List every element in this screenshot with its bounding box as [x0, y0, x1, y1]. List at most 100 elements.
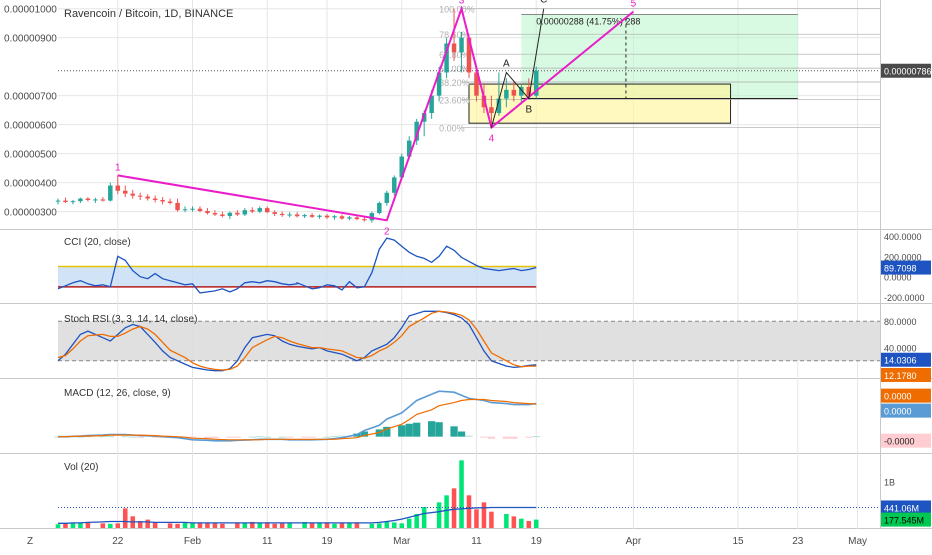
candle — [309, 213, 315, 218]
candle — [63, 197, 68, 203]
candle — [100, 197, 106, 202]
candle — [85, 197, 91, 202]
y-axis-label: 0.00000900 — [4, 34, 57, 45]
target-label: 0.00000288 (41.75%) 288 — [536, 16, 640, 26]
candle — [115, 175, 121, 195]
volume-ma-line — [58, 506, 537, 524]
candle — [332, 215, 337, 220]
macd-hist-bar — [188, 436, 197, 439]
stoch-d-tag: 12.1780 — [881, 367, 931, 382]
candle — [145, 194, 150, 201]
volume-bar — [421, 507, 427, 528]
macd-hist-bar — [413, 422, 421, 437]
volume-bar — [504, 514, 509, 528]
x-axis-label: Feb — [184, 536, 202, 547]
macd-hist-bar — [248, 436, 256, 438]
volume-bar — [302, 521, 307, 528]
candle — [264, 206, 270, 214]
candle-body — [436, 72, 442, 96]
candle-body — [160, 200, 165, 202]
x-axis-label: 23 — [792, 536, 804, 547]
y-axis-label: 0.00000400 — [4, 179, 57, 190]
macd-value-tag: 0.0000 — [881, 388, 931, 403]
volume-bar — [257, 523, 263, 528]
macd-value-tag-text: 0.0000 — [884, 392, 912, 402]
cci-value-tag: 89.7098 — [881, 260, 931, 275]
candle-body — [63, 200, 68, 203]
candle-body — [250, 210, 255, 212]
volume-pane[interactable] — [55, 460, 880, 528]
macd-hist-bar — [121, 436, 129, 438]
macd-hist-bar — [233, 436, 241, 438]
candle — [137, 192, 143, 201]
volume-bar — [85, 522, 91, 528]
macd-pane[interactable] — [54, 390, 540, 442]
candle — [257, 206, 263, 214]
candle-body — [182, 209, 188, 211]
cci-pane[interactable] — [57, 237, 537, 294]
candle-body — [55, 200, 61, 202]
abc-label: B — [525, 105, 532, 116]
volume-bar — [220, 523, 225, 528]
x-axis-label: 19 — [321, 536, 333, 547]
candle-body — [108, 185, 113, 201]
volume-bar — [122, 508, 128, 528]
volume-label: Vol (20) — [64, 462, 98, 473]
candle-body — [511, 89, 517, 96]
candle — [444, 37, 449, 79]
macd-hist-bar — [330, 436, 339, 438]
macd-label: MACD (12, 26, close, 9) — [64, 388, 171, 399]
candle-body — [526, 86, 532, 96]
timezone-label[interactable]: Z — [27, 536, 33, 547]
volume-last-tag-text: 177.545M — [884, 516, 924, 526]
macd-hist-bar — [263, 436, 271, 438]
macd-hist-bar — [151, 436, 159, 438]
cci-line — [57, 237, 537, 294]
candle-body — [414, 121, 419, 141]
x-axis-label: 15 — [732, 536, 744, 547]
macd-hist-bar — [502, 436, 511, 439]
volume-bar — [459, 460, 464, 528]
volume-bar — [145, 519, 150, 528]
pane-labels: Ravencoin / Bitcoin, 1D, BINANCE CCI (20… — [64, 8, 233, 473]
volume-bar — [78, 522, 83, 528]
y-axis-label: 0.00000700 — [4, 92, 57, 103]
wave-zigzag-line[interactable] — [117, 5, 635, 222]
volume-bar — [519, 518, 524, 528]
candle-body — [451, 43, 457, 53]
abc-line[interactable] — [490, 8, 545, 128]
wave-label: 3 — [459, 0, 465, 7]
volume-bar — [279, 523, 285, 528]
candle-body — [406, 140, 412, 157]
macd-hist-bar — [308, 436, 316, 438]
volume-axis-label: 1B — [884, 477, 895, 487]
candle — [511, 81, 517, 102]
candle-body — [489, 107, 494, 114]
macd-hist-bar — [360, 431, 369, 437]
current-price-tag: 0.00000786 — [881, 63, 932, 78]
axes: 22 Feb 11 19 Mar 11 19 Apr 15 23 May Z 0.00001000 0.0… — [4, 5, 932, 547]
candle-body — [444, 43, 449, 73]
x-axis-label: 19 — [531, 536, 543, 547]
x-axis-label: 11 — [471, 536, 482, 547]
macd-hist-bar — [129, 436, 137, 438]
volume-bar — [175, 523, 180, 528]
volume-bar — [205, 522, 210, 528]
candle — [504, 78, 509, 108]
volume-bar — [392, 522, 397, 528]
main-pane[interactable]: 0.00000288 (41.75%) 288100.00%78.60%61.8… — [55, 0, 880, 237]
candle — [272, 210, 277, 216]
x-axis-label: Apr — [626, 536, 642, 547]
volume-bar — [190, 523, 195, 528]
stoch-d-line — [57, 310, 537, 371]
fib-label: 23.60% — [439, 95, 470, 105]
candle-body — [309, 215, 315, 217]
stoch-rsi-pane[interactable] — [57, 310, 880, 372]
volume-bar — [377, 523, 382, 528]
volume-bar — [384, 521, 390, 528]
candle — [317, 214, 322, 219]
fib-label: 38.20% — [439, 78, 470, 88]
volume-bar — [272, 523, 277, 528]
current-price-tag-bg — [881, 63, 931, 78]
